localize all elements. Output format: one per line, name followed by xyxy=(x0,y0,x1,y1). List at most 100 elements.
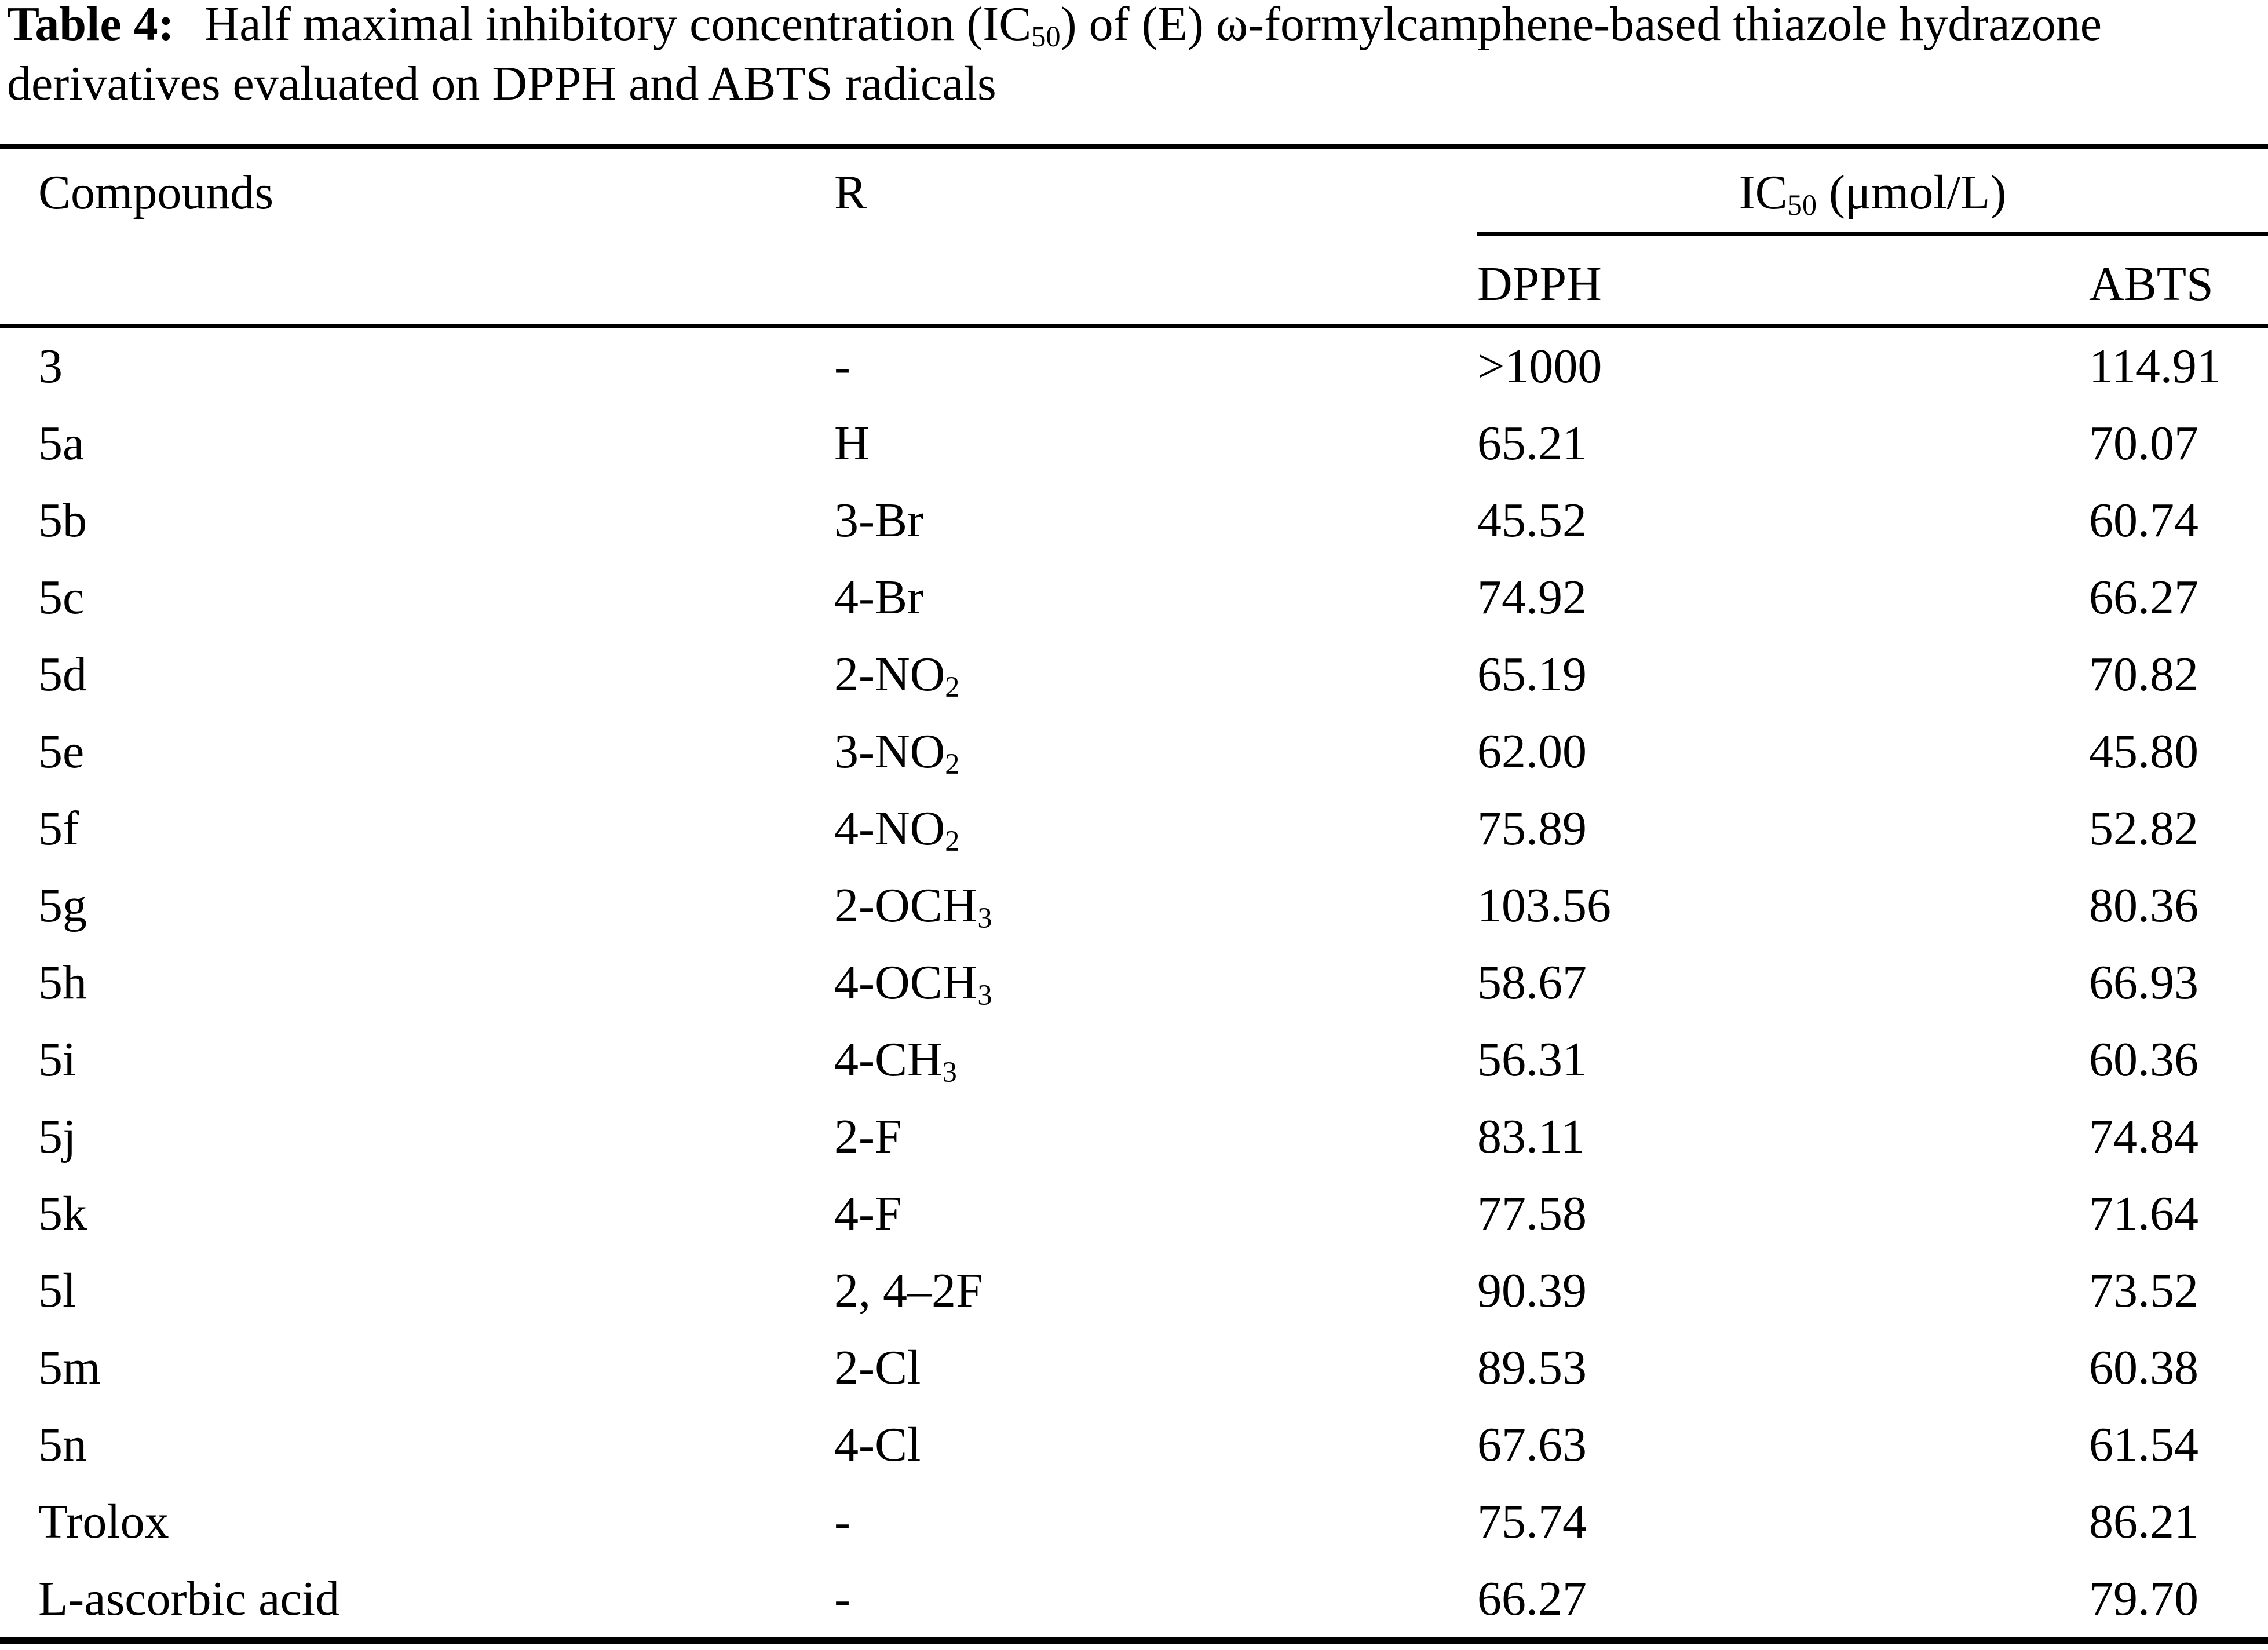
cell-compound: 5k xyxy=(38,1187,87,1241)
cell-dpph: 103.56 xyxy=(1477,879,1611,932)
cell-r: 2-NO2 xyxy=(834,636,1477,713)
cell-r: 2-Cl xyxy=(834,1329,1477,1406)
r-text: 4-OCH xyxy=(834,956,978,1009)
r-text: 2, 4–2F xyxy=(834,1264,983,1318)
r-text: 2-OCH xyxy=(834,879,978,932)
cell-compound: 5i xyxy=(38,1033,76,1086)
table-row: 5f 4-NO2 75.89 52.82 xyxy=(0,790,2268,867)
r-text: - xyxy=(834,1572,850,1626)
header-compounds: Compounds xyxy=(38,166,274,219)
table-row: 5i 4-CH3 56.31 60.36 xyxy=(0,1021,2268,1098)
table-row: 5l 2, 4–2F 90.39 73.52 xyxy=(0,1252,2268,1329)
cell-abts: 73.52 xyxy=(2089,1264,2198,1318)
table-row: L-ascorbic acid - 66.27 79.70 xyxy=(0,1560,2268,1637)
cell-r: 3-NO2 xyxy=(834,713,1477,790)
r-subscript: 3 xyxy=(942,1056,957,1089)
cell-r: 4-OCH3 xyxy=(834,944,1477,1021)
cell-r: H xyxy=(834,405,1477,482)
cell-dpph: >1000 xyxy=(1477,339,1602,393)
r-text: 2-NO xyxy=(834,647,945,701)
table-row: 3 - >1000 114.91 xyxy=(0,328,2268,405)
cell-compound: 5h xyxy=(38,956,87,1009)
cell-dpph: 83.11 xyxy=(1477,1110,1585,1164)
cell-compound: L-ascorbic acid xyxy=(38,1572,340,1626)
cell-compound: 5c xyxy=(38,570,85,624)
cell-r: - xyxy=(834,1560,1477,1637)
r-text: 4-Cl xyxy=(834,1418,921,1472)
header-abts: ABTS xyxy=(2089,257,2214,311)
cell-r: 4-Cl xyxy=(834,1406,1477,1483)
cell-dpph: 74.92 xyxy=(1477,570,1587,624)
header-ic50-group: IC50 (μmol/L) DPPH ABTS xyxy=(1477,149,2268,324)
cell-compound: 5b xyxy=(38,493,87,547)
header-ic50: IC50 (μmol/L) xyxy=(1477,149,2268,236)
cell-abts: 70.07 xyxy=(2089,416,2198,470)
table-row: 5n 4-Cl 67.63 61.54 xyxy=(0,1406,2268,1483)
header-subrow: DPPH ABTS xyxy=(1477,236,2268,324)
table-row: 5c 4-Br 74.92 66.27 xyxy=(0,559,2268,636)
cell-dpph: 75.89 xyxy=(1477,802,1587,855)
cell-compound: 5d xyxy=(38,647,87,701)
r-text: H xyxy=(834,416,870,470)
cell-compound: 5j xyxy=(38,1110,76,1164)
cell-r: 4-CH3 xyxy=(834,1021,1477,1098)
table-row: 5b 3-Br 45.52 60.74 xyxy=(0,482,2268,559)
table-caption-line1: Half maximal inhibitory concentration (I… xyxy=(204,0,2102,51)
header-r: R xyxy=(834,166,867,219)
cell-compound: 5m xyxy=(38,1341,101,1395)
cell-compound: Trolox xyxy=(38,1495,169,1549)
r-text: 4-F xyxy=(834,1187,902,1241)
table-body: 3 - >1000 114.91 5a H 65.21 70.07 5b 3-Br 45.52 60.… xyxy=(0,328,2268,1637)
cell-dpph: 89.53 xyxy=(1477,1341,1587,1395)
cell-r: - xyxy=(834,328,1477,405)
cell-abts: 71.64 xyxy=(2089,1187,2198,1241)
cell-compound: 5n xyxy=(38,1418,87,1472)
table-row: 5h 4-OCH3 58.67 66.93 xyxy=(0,944,2268,1021)
cell-abts: 79.70 xyxy=(2089,1572,2198,1626)
r-text: 4-CH xyxy=(834,1033,943,1086)
cell-dpph: 75.74 xyxy=(1477,1495,1587,1549)
ic50-text: IC xyxy=(1739,166,1788,219)
r-text: 4-NO xyxy=(834,802,945,855)
r-text: - xyxy=(834,1495,850,1549)
r-text: 3-NO xyxy=(834,725,945,778)
cell-abts: 114.91 xyxy=(2089,339,2221,393)
table-header: Compounds R IC50 (μmol/L) DPPH ABTS xyxy=(0,149,2268,328)
cell-abts: 60.36 xyxy=(2089,1033,2198,1086)
r-subscript: 2 xyxy=(945,671,960,704)
table-row: 5a H 65.21 70.07 xyxy=(0,405,2268,482)
cell-abts: 66.27 xyxy=(2089,570,2198,624)
cell-r: 4-Br xyxy=(834,559,1477,636)
cell-r: 2-OCH3 xyxy=(834,867,1477,944)
r-subscript: 2 xyxy=(945,748,960,781)
table-caption: Table 4: Half maximal inhibitory concentr… xyxy=(7,0,2258,114)
data-table: Compounds R IC50 (μmol/L) DPPH ABTS 3 - >1… xyxy=(0,144,2268,1644)
cell-dpph: 90.39 xyxy=(1477,1264,1587,1318)
cell-dpph: 65.21 xyxy=(1477,416,1587,470)
cell-abts: 60.38 xyxy=(2089,1341,2198,1395)
table-row: 5j 2-F 83.11 74.84 xyxy=(0,1098,2268,1175)
cell-abts: 66.93 xyxy=(2089,956,2198,1009)
cell-dpph: 77.58 xyxy=(1477,1187,1587,1241)
table-row: Trolox - 75.74 86.21 xyxy=(0,1483,2268,1560)
cell-dpph: 66.27 xyxy=(1477,1572,1587,1626)
cell-dpph: 65.19 xyxy=(1477,647,1587,701)
cell-dpph: 62.00 xyxy=(1477,725,1587,778)
cell-abts: 52.82 xyxy=(2089,802,2198,855)
cell-dpph: 67.63 xyxy=(1477,1418,1587,1472)
table-row: 5g 2-OCH3 103.56 80.36 xyxy=(0,867,2268,944)
r-subscript: 3 xyxy=(977,902,992,935)
r-subscript: 3 xyxy=(977,979,992,1012)
cell-r: 2-F xyxy=(834,1098,1477,1175)
table-row: 5m 2-Cl 89.53 60.38 xyxy=(0,1329,2268,1406)
cell-abts: 60.74 xyxy=(2089,493,2198,547)
r-text: - xyxy=(834,339,850,393)
r-text: 2-F xyxy=(834,1110,902,1164)
cell-r: 4-NO2 xyxy=(834,790,1477,867)
r-text: 4-Br xyxy=(834,570,923,624)
ic50-unit: (μmol/L) xyxy=(1817,166,2007,219)
table-caption-label: Table 4: xyxy=(7,0,174,51)
table-caption-line2: derivatives evaluated on DPPH and ABTS r… xyxy=(7,57,996,111)
cell-abts: 80.36 xyxy=(2089,879,2198,932)
cell-dpph: 45.52 xyxy=(1477,493,1587,547)
